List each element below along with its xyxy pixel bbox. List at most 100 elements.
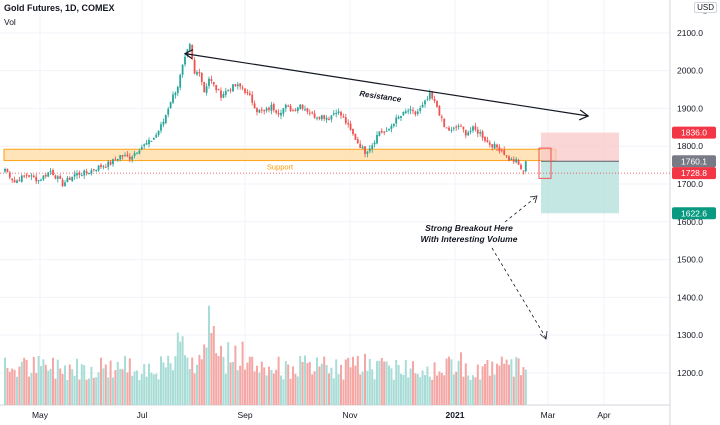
candle-body: [232, 84, 234, 92]
volume-bar: [100, 357, 102, 405]
candle-body: [479, 132, 482, 134]
volume-bar: [227, 342, 230, 405]
candle-body: [80, 175, 83, 177]
candle-body: [294, 109, 297, 111]
volume-bar: [361, 371, 364, 405]
volume-bar: [457, 360, 460, 405]
candle-body: [460, 125, 462, 127]
volume-bar: [30, 373, 33, 405]
candle-body: [409, 109, 412, 111]
candle-body: [184, 56, 186, 65]
candle-body: [37, 180, 40, 182]
candle-body: [450, 129, 453, 131]
candle-body: [97, 165, 100, 171]
volume-bar: [424, 375, 426, 405]
volume-bar: [265, 375, 268, 405]
volume-bar: [198, 354, 201, 405]
volume-bar: [52, 357, 54, 405]
y-tick-label: 1200.0: [677, 368, 703, 378]
volume-bar: [229, 362, 232, 405]
volume-bar: [328, 373, 330, 405]
candle-body: [210, 78, 213, 81]
volume-bar: [517, 358, 520, 405]
volume-bar: [409, 368, 412, 405]
candle-body: [73, 174, 76, 177]
volume-bar: [275, 369, 278, 405]
volume-bar: [325, 364, 328, 405]
volume-bar: [35, 373, 38, 405]
candle-body: [522, 170, 525, 172]
currency-unit-button[interactable]: USD: [694, 2, 717, 13]
candle-body: [503, 150, 506, 155]
volume-bar: [366, 370, 369, 405]
candle-body: [361, 146, 364, 149]
candle-body: [203, 81, 206, 93]
volume-bar: [436, 375, 438, 405]
y-tick-label: 1500.0: [677, 255, 703, 265]
candle-body: [436, 100, 438, 107]
volume-bar: [23, 357, 26, 405]
candle-body: [359, 143, 362, 148]
take-profit-zone: [541, 161, 619, 214]
candle-body: [61, 179, 64, 187]
candle-body: [344, 117, 347, 124]
volume-bar: [474, 377, 477, 405]
candle-body: [32, 175, 35, 178]
candle-body: [380, 130, 383, 133]
volume-bar: [491, 361, 494, 405]
volume-bar: [64, 365, 66, 405]
candle-body: [445, 127, 448, 129]
candle-body: [162, 121, 165, 125]
candle-body: [246, 92, 249, 94]
candle-body: [124, 155, 126, 157]
volume-bar: [524, 369, 527, 405]
volume-bar: [292, 366, 294, 405]
candle-body: [306, 108, 309, 112]
annotation-arrow-down: [491, 247, 547, 339]
candle-body: [140, 147, 143, 150]
annotation-arrow-up: [504, 196, 537, 223]
volume-bar: [181, 336, 184, 405]
candle-body: [20, 175, 23, 182]
volume-bar: [280, 375, 282, 405]
candle-body: [376, 134, 378, 144]
candle-body: [244, 88, 246, 93]
price-label-box: [672, 155, 716, 168]
y-tick-label: 1900.0: [677, 103, 703, 113]
volume-bar: [510, 359, 513, 405]
x-tick-label: May: [32, 410, 49, 420]
volume-bar: [445, 358, 448, 405]
candle-body: [354, 133, 357, 140]
candle-body: [191, 44, 194, 59]
candle-body: [448, 127, 450, 131]
candle-body: [25, 174, 28, 176]
volume-bar: [378, 360, 381, 405]
volume-bar: [32, 356, 35, 405]
candle-body: [64, 182, 66, 186]
volume-bar: [455, 371, 458, 405]
candle-body: [476, 129, 479, 134]
volume-bar: [136, 370, 138, 405]
volume-bar: [131, 375, 134, 405]
candle-body: [4, 168, 6, 172]
candle-body: [160, 124, 162, 131]
volume-bar: [8, 371, 11, 405]
candle-body: [13, 180, 16, 183]
volume-bar: [232, 361, 234, 405]
volume-bar: [337, 374, 340, 405]
volume-bar: [383, 361, 386, 405]
candle-body: [121, 155, 124, 157]
volume-bar: [431, 379, 434, 405]
candle-body: [402, 111, 405, 115]
candle-body: [352, 128, 354, 135]
candle-body: [505, 155, 508, 157]
candle-body: [320, 115, 323, 120]
volume-bar: [155, 373, 158, 405]
volume-bar: [344, 359, 347, 405]
volume-bar: [260, 361, 263, 405]
candle-body: [220, 90, 222, 98]
volume-bar: [318, 366, 321, 405]
volume-bar: [248, 356, 251, 405]
volume-bar: [215, 353, 218, 405]
